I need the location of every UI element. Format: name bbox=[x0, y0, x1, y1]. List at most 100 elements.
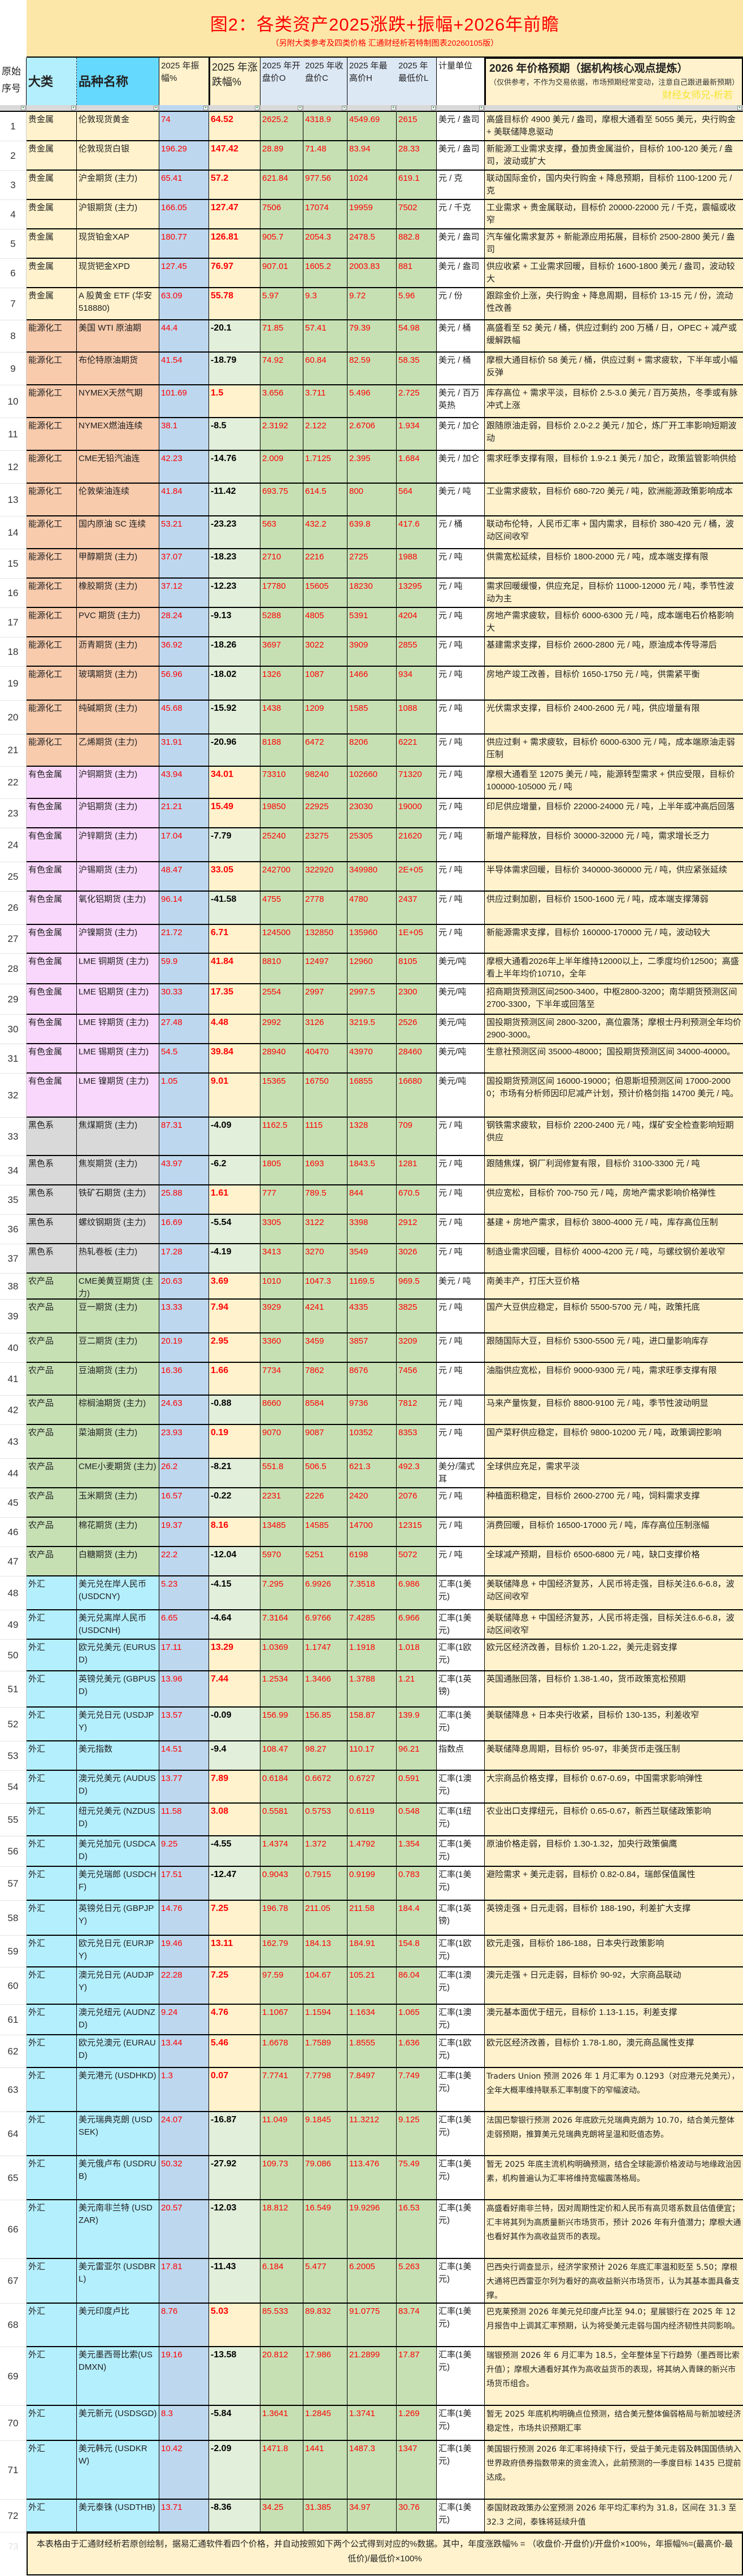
amplitude-cell: 20.63 bbox=[159, 1274, 209, 1300]
filter-dropdown-icon[interactable]: ▾ bbox=[737, 106, 742, 110]
outlook-cell: 工业需求 + 贵金属联动，目标价 20000-22000 元 / 千克，震幅或收… bbox=[485, 200, 743, 229]
header-high: 2025 年最高价H bbox=[347, 58, 397, 105]
unit-cell: 元 / 吨 bbox=[437, 701, 485, 735]
filter-dropdown-icon[interactable]: ▾ bbox=[203, 106, 208, 110]
amplitude-cell: 28.24 bbox=[159, 608, 209, 637]
change-cell: 4.48 bbox=[209, 1015, 260, 1044]
filter-dropdown-icon[interactable]: ▾ bbox=[71, 106, 76, 110]
filter-dropdown-icon[interactable]: ▾ bbox=[342, 106, 346, 110]
open-cell: 551.8 bbox=[260, 1459, 303, 1488]
row-serial: 53 bbox=[0, 1741, 27, 1771]
filter-dropdown-icon[interactable]: ▾ bbox=[255, 106, 259, 110]
table-row: 22 有色金属 沪铜期货 (主力) 43.94 34.01 73310 98240 10266… bbox=[0, 767, 743, 799]
filter-dropdown-icon[interactable]: ▾ bbox=[154, 106, 158, 110]
unit-cell: 汇率(1欧元) bbox=[437, 2035, 485, 2068]
row-serial: 30 bbox=[0, 1015, 27, 1044]
name-cell: 美元港元 (USDHKD) bbox=[77, 2068, 159, 2112]
low-cell: 7502 bbox=[397, 200, 437, 229]
table-row: 17 能源化工 PVC 期货 (主力) 28.24 -9.13 5288 4805 5391 4… bbox=[0, 608, 743, 637]
low-cell: 2.725 bbox=[397, 385, 437, 418]
open-cell: 1.1067 bbox=[260, 2005, 303, 2035]
high-cell: 16855 bbox=[347, 1074, 397, 1118]
table-row: 40 农产品 豆二期货 (主力) 20.19 2.95 3360 3459 3857 3209 元… bbox=[0, 1333, 743, 1363]
category-cell: 有色金属 bbox=[27, 862, 77, 892]
amplitude-cell: 42.23 bbox=[159, 451, 209, 484]
change-cell: -8.5 bbox=[209, 418, 260, 451]
unit-cell: 美元 / 桶 bbox=[437, 353, 485, 385]
name-cell: 美元瑞典克朗 (USDSEK) bbox=[77, 2112, 159, 2156]
filter-dropdown-icon[interactable]: ▾ bbox=[431, 106, 436, 110]
close-cell: 17074 bbox=[303, 200, 347, 229]
change-cell: 13.11 bbox=[209, 1936, 260, 1967]
row-serial: 40 bbox=[0, 1333, 27, 1363]
low-cell: 1.684 bbox=[397, 451, 437, 484]
change-cell: 2.95 bbox=[209, 1333, 260, 1363]
filter-dropdown-icon[interactable]: ▾ bbox=[21, 106, 25, 110]
category-cell: 农产品 bbox=[27, 1396, 77, 1425]
filter-cell: ▾ bbox=[0, 105, 27, 112]
high-cell: 1585 bbox=[347, 701, 397, 735]
low-cell: 30.76 bbox=[397, 2500, 437, 2532]
high-cell: 1024 bbox=[347, 171, 397, 200]
filter-cell: ▾ bbox=[159, 105, 209, 112]
high-cell: 6.2005 bbox=[347, 2259, 397, 2304]
unit-cell: 美分/蒲式耳 bbox=[437, 1459, 485, 1488]
row-serial: 42 bbox=[0, 1396, 27, 1425]
change-cell: 9.01 bbox=[209, 1074, 260, 1118]
row-serial: 1 bbox=[0, 112, 27, 141]
amplitude-cell: 36.92 bbox=[159, 637, 209, 667]
filter-dropdown-icon[interactable]: ▾ bbox=[391, 106, 396, 110]
change-cell: 5.03 bbox=[209, 2304, 260, 2347]
row-serial: 23 bbox=[0, 799, 27, 828]
name-cell: 豆油期货 (主力) bbox=[77, 1363, 159, 1396]
amplitude-cell: 13.71 bbox=[159, 2500, 209, 2532]
low-cell: 17.87 bbox=[397, 2347, 437, 2406]
change-cell: 4.76 bbox=[209, 2005, 260, 2035]
filter-dropdown-icon[interactable]: ▾ bbox=[479, 106, 484, 110]
change-cell: 64.52 bbox=[209, 112, 260, 141]
filter-dropdown-icon[interactable]: ▾ bbox=[298, 106, 302, 110]
row-serial: 7 bbox=[0, 288, 27, 320]
outlook-cell: 马来产量恢复，目标价 8800-9100 元 / 吨，季节性波动明显 bbox=[485, 1396, 743, 1425]
close-cell: 184.13 bbox=[303, 1936, 347, 1967]
high-cell: 158.87 bbox=[347, 1708, 397, 1741]
outlook-cell: 美国银行预测 2026 年汇率将持续下行，受益于美元走弱及韩国国债纳入世界政府债… bbox=[485, 2441, 743, 2500]
open-cell: 7.7741 bbox=[260, 2068, 303, 2112]
low-cell: 882.8 bbox=[397, 229, 437, 259]
close-cell: 211.05 bbox=[303, 1901, 347, 1936]
amplitude-cell: 17.04 bbox=[159, 828, 209, 862]
unit-cell: 汇率(1美元) bbox=[437, 2406, 485, 2441]
category-cell: 外汇 bbox=[27, 2005, 77, 2035]
table-row: 15 能源化工 甲醇期货 (主力) 37.07 -18.23 2710 2216 2725 19… bbox=[0, 549, 743, 579]
low-cell: 96.21 bbox=[397, 1741, 437, 1771]
close-cell: 98.27 bbox=[303, 1741, 347, 1771]
close-cell: 2054.3 bbox=[303, 229, 347, 259]
name-cell: 英镑兑美元 (GBPUSD) bbox=[77, 1671, 159, 1708]
low-cell: 0.591 bbox=[397, 1771, 437, 1804]
unit-cell: 汇率(1美元) bbox=[437, 2347, 485, 2406]
row-serial: 60 bbox=[0, 1967, 27, 2005]
unit-cell: 元 / 吨 bbox=[437, 1488, 485, 1518]
name-cell: LME 铝期货 (主力) bbox=[77, 984, 159, 1015]
low-cell: 7456 bbox=[397, 1363, 437, 1396]
change-cell: -20.1 bbox=[209, 320, 260, 353]
name-cell: LME 锡期货 (主力) bbox=[77, 1044, 159, 1074]
change-cell: -16.87 bbox=[209, 2112, 260, 2156]
high-cell: 91.0775 bbox=[347, 2304, 397, 2347]
open-cell: 8660 bbox=[260, 1396, 303, 1425]
high-cell: 4549.69 bbox=[347, 112, 397, 141]
amplitude-cell: 23.93 bbox=[159, 1425, 209, 1459]
row-serial: 72 bbox=[0, 2500, 27, 2532]
low-cell: 71320 bbox=[397, 767, 437, 799]
low-cell: 2076 bbox=[397, 1488, 437, 1518]
change-cell: 15.49 bbox=[209, 799, 260, 828]
open-cell: 777 bbox=[260, 1185, 303, 1215]
close-cell: 57.41 bbox=[303, 320, 347, 353]
unit-cell: 元 / 吨 bbox=[437, 1244, 485, 1274]
row-serial: 49 bbox=[0, 1610, 27, 1640]
category-cell: 能源化工 bbox=[27, 701, 77, 735]
low-cell: 28460 bbox=[397, 1044, 437, 1074]
table-row: 2 贵金属 伦敦现货白银 196.29 147.42 28.89 71.48 83.94 28.… bbox=[0, 141, 743, 171]
change-cell: 55.78 bbox=[209, 288, 260, 320]
change-cell: -11.43 bbox=[209, 2259, 260, 2304]
